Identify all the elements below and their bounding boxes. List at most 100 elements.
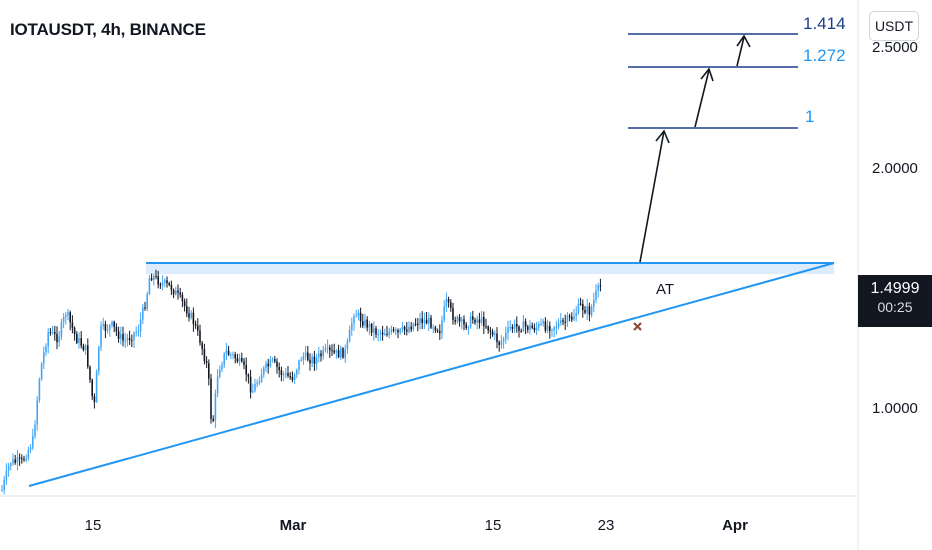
candle-body bbox=[150, 278, 153, 280]
candle-body bbox=[135, 332, 137, 334]
candle-body bbox=[392, 329, 395, 331]
candle-body bbox=[216, 376, 219, 394]
candle-body bbox=[219, 369, 221, 377]
candle-body bbox=[564, 321, 566, 323]
x-marker-icon[interactable] bbox=[633, 322, 642, 331]
candle-body bbox=[562, 320, 564, 322]
x-tick-apr: Apr bbox=[722, 517, 748, 534]
candle-body bbox=[144, 307, 146, 309]
candle-body bbox=[553, 327, 555, 331]
candle-body bbox=[573, 316, 575, 320]
candle-body bbox=[100, 325, 102, 348]
candle-body bbox=[87, 345, 89, 367]
candle-body bbox=[98, 347, 100, 372]
candle-body bbox=[421, 318, 423, 323]
candle-body bbox=[280, 370, 283, 375]
candle-body bbox=[146, 294, 148, 309]
candle-body bbox=[496, 333, 498, 343]
candle-body bbox=[522, 321, 525, 331]
candle-body bbox=[337, 350, 340, 358]
candle-body bbox=[225, 350, 228, 354]
candle-body bbox=[95, 371, 98, 402]
candle-body bbox=[172, 290, 175, 295]
axis-lines bbox=[0, 0, 859, 550]
candle-body bbox=[157, 276, 159, 285]
candle-body bbox=[177, 290, 179, 293]
candle-body bbox=[397, 330, 399, 333]
fib-label-1272: 1.272 bbox=[803, 46, 846, 65]
candle-body bbox=[454, 320, 456, 322]
candle-body bbox=[139, 319, 142, 331]
candle-body bbox=[313, 356, 316, 364]
candle-body bbox=[410, 326, 412, 330]
candle-body bbox=[10, 463, 12, 466]
candle-body bbox=[353, 316, 355, 324]
candle-body bbox=[252, 391, 254, 393]
candle-body bbox=[221, 364, 223, 370]
candle-body bbox=[69, 312, 71, 323]
candle-body bbox=[148, 278, 151, 294]
candle-body bbox=[513, 324, 516, 329]
candle-body bbox=[595, 290, 597, 300]
candle-body bbox=[62, 317, 65, 323]
candle-body bbox=[520, 330, 522, 332]
last-price-value: 1.4999 bbox=[870, 280, 920, 297]
candle-body bbox=[36, 400, 38, 425]
candle-body bbox=[137, 331, 140, 333]
candle-body bbox=[425, 319, 428, 324]
projection-arrows[interactable] bbox=[639, 34, 751, 263]
resistance-zone[interactable] bbox=[146, 263, 834, 274]
candle-body bbox=[395, 330, 397, 332]
candle-body bbox=[49, 332, 52, 334]
candle-body bbox=[117, 331, 120, 339]
candle-body bbox=[593, 299, 595, 307]
candle-body bbox=[40, 363, 43, 380]
candle-body bbox=[428, 317, 430, 324]
candle-body bbox=[527, 326, 529, 330]
candle-body bbox=[542, 321, 544, 324]
candle-body bbox=[599, 285, 602, 287]
candle-body bbox=[546, 325, 549, 331]
candle-body bbox=[274, 359, 276, 362]
candle-body bbox=[485, 326, 487, 328]
candle-body bbox=[505, 332, 507, 339]
candle-body bbox=[51, 332, 54, 334]
candle-body bbox=[67, 312, 69, 316]
bar-countdown: 00:25 bbox=[877, 299, 913, 315]
ascending-trendline[interactable] bbox=[28, 262, 835, 487]
candle-body bbox=[302, 356, 305, 360]
candle-body bbox=[357, 312, 360, 316]
candle-body bbox=[263, 367, 265, 375]
candle-body bbox=[254, 384, 256, 392]
candle-body bbox=[368, 324, 371, 328]
candle-body bbox=[25, 458, 27, 460]
y-tick-2000: 2.0000 bbox=[872, 160, 918, 177]
candle-body bbox=[181, 294, 184, 302]
candle-body bbox=[436, 330, 439, 332]
candle-body bbox=[399, 329, 401, 333]
candle-body bbox=[78, 338, 80, 343]
currency-button[interactable]: USDT bbox=[869, 11, 919, 41]
candle-body bbox=[293, 374, 296, 380]
candle-body bbox=[258, 381, 261, 383]
candle-body bbox=[487, 326, 489, 331]
candle-body bbox=[401, 327, 404, 330]
candle-body bbox=[403, 327, 406, 330]
candle-body bbox=[348, 329, 351, 342]
candle-body bbox=[109, 325, 111, 330]
fib-label-1: 1 bbox=[805, 107, 814, 126]
candle-body bbox=[579, 303, 582, 305]
candle-body bbox=[291, 377, 294, 380]
candle-body bbox=[381, 332, 384, 335]
candle-body bbox=[120, 333, 122, 339]
candle-body bbox=[575, 313, 577, 317]
candle-body bbox=[175, 290, 177, 295]
candle-body bbox=[379, 332, 382, 334]
candle-body bbox=[370, 324, 373, 333]
candle-body bbox=[256, 382, 258, 385]
candle-body bbox=[540, 323, 542, 325]
candle-body bbox=[373, 328, 375, 333]
candle-body bbox=[384, 333, 386, 335]
candle-body bbox=[269, 359, 272, 367]
